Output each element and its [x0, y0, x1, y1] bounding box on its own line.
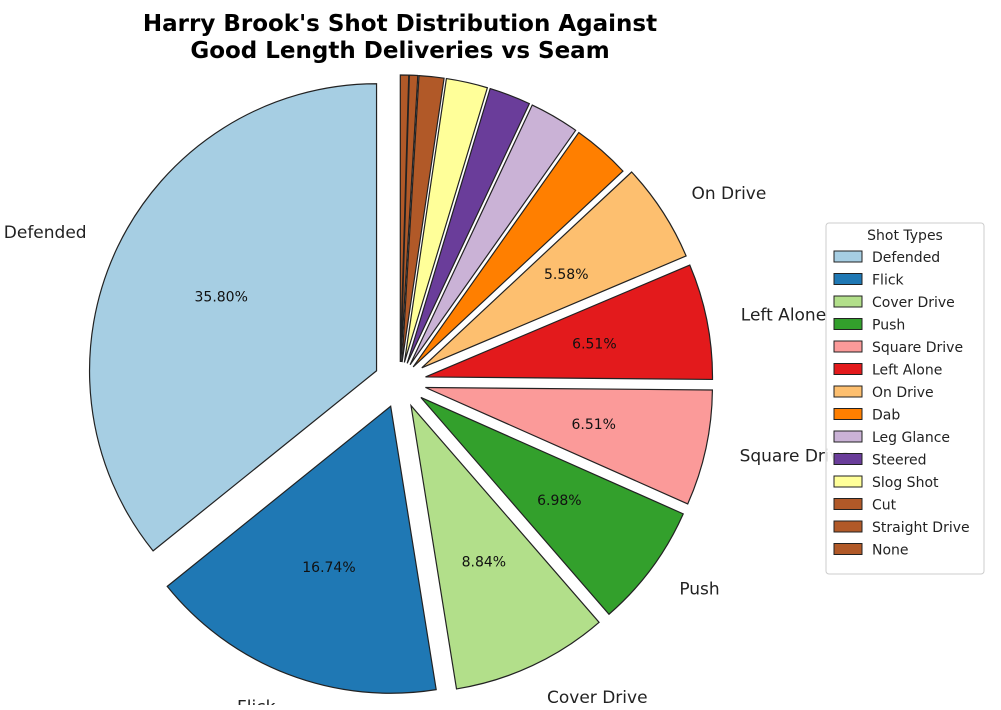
- percent-label-on-drive: 5.58%: [544, 267, 588, 283]
- legend-swatch-on-drive: [833, 385, 863, 398]
- legend-swatch-push: [833, 318, 863, 330]
- legend-label-push: Push: [872, 318, 905, 334]
- legend-swatch-defended: [833, 250, 863, 263]
- legend-swatch-none: [833, 543, 863, 555]
- slice-defended: [88, 83, 378, 552]
- slice-cut: [401, 74, 445, 363]
- legend-label-left-alone: Left Alone: [872, 363, 942, 379]
- legend-swatch-cut: [833, 498, 863, 510]
- legend-swatch-flick: [833, 273, 863, 285]
- legend-label-slog-shot: Slog Shot: [872, 475, 939, 491]
- slice-label-defended: Defended: [4, 223, 87, 243]
- slice-left-alone: [425, 264, 714, 381]
- percent-label-left-alone: 6.51%: [572, 336, 616, 352]
- slice-label-cover-drive: Cover Drive: [547, 688, 648, 705]
- legend-swatch-left-alone: [833, 363, 863, 375]
- legend-label-defended: Defended: [872, 250, 940, 266]
- chart-title-line-2: Good Length Deliveries vs Seam: [190, 38, 609, 64]
- legend-title: Shot Types: [867, 228, 943, 244]
- slice-label-push: Push: [679, 580, 719, 600]
- legend-label-dab: Dab: [872, 408, 900, 424]
- slice-square-drive: [425, 386, 714, 505]
- legend-label-straight-drive: Straight Drive: [872, 520, 970, 536]
- slice-steered: [406, 87, 531, 364]
- slice-dab: [412, 131, 624, 368]
- legend-label-leg-glance: Leg Glance: [872, 430, 950, 446]
- legend-swatch-leg-glance: [833, 430, 863, 443]
- slice-none: [399, 74, 410, 363]
- percent-label-defended: 35.80%: [195, 289, 248, 305]
- slice-push: [420, 396, 685, 616]
- slice-slog-shot: [403, 77, 489, 363]
- slice-label-on-drive: On Drive: [691, 184, 766, 204]
- chart-title: Harry Brook's Shot Distribution AgainstG…: [143, 11, 657, 64]
- legend-swatch-steered: [833, 453, 863, 465]
- slice-label-left-alone: Left Alone: [741, 305, 826, 325]
- legend-label-steered: Steered: [872, 453, 927, 469]
- legend-label-none: None: [872, 543, 909, 559]
- legend-swatch-dab: [833, 408, 863, 420]
- legend-swatch-square-drive: [833, 340, 863, 353]
- percent-label-push: 6.98%: [537, 493, 581, 509]
- slice-label-flick: Flick: [237, 697, 276, 705]
- slice-leg-glance: [409, 104, 577, 366]
- percent-label-cover-drive: 8.84%: [462, 555, 506, 571]
- slice-label-square-drive: Square Drive: [740, 446, 851, 466]
- legend-box: [825, 222, 985, 575]
- percent-labels: 35.80% 16.74% 8.84% 6.98% 6.51% 6.51% 5.58%: [195, 267, 617, 576]
- slice-labels: Defended Flick Cover Drive Push Square Drive…: [4, 184, 851, 710]
- legend-swatch-cover-drive: [833, 295, 863, 308]
- slice-flick: [166, 405, 437, 694]
- pie-slices: [88, 74, 714, 694]
- legend: Shot Types Defended Flick Cover Drive Push Sq…: [825, 222, 985, 575]
- legend-swatch-slog-shot: [833, 475, 863, 488]
- legend-label-flick: Flick: [872, 273, 905, 289]
- slice-on-drive: [421, 171, 687, 369]
- legend-label-cover-drive: Cover Drive: [872, 295, 955, 311]
- percent-label-square-drive: 6.51%: [571, 417, 615, 433]
- chart-title-line-1: Harry Brook's Shot Distribution Against: [143, 11, 657, 37]
- legend-swatch-straight-drive: [833, 520, 863, 533]
- slice-cover-drive: [410, 403, 600, 690]
- percent-label-flick: 16.74%: [302, 560, 355, 576]
- legend-label-square-drive: Square Drive: [872, 340, 963, 356]
- legend-label-on-drive: On Drive: [872, 385, 934, 401]
- legend-label-cut: Cut: [872, 498, 897, 514]
